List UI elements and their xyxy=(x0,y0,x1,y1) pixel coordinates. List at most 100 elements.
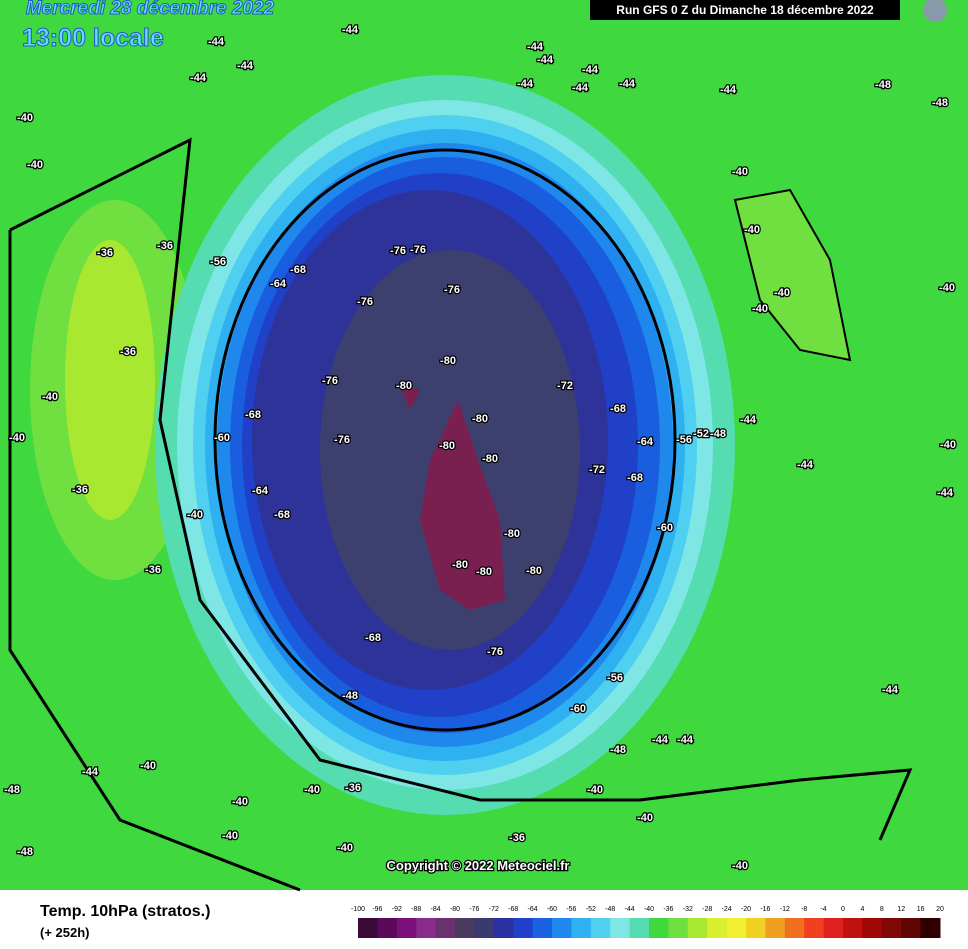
scale-tick-label: -68 xyxy=(508,906,518,913)
scale-tick-label: -88 xyxy=(411,906,421,913)
contour-label: -64 xyxy=(252,485,269,497)
scale-swatch xyxy=(571,918,592,938)
contour-label: -40 xyxy=(304,784,320,796)
contour-label: -44 xyxy=(797,459,814,471)
scale-tick-label: -40 xyxy=(644,906,654,913)
contour-label: -68 xyxy=(290,264,306,276)
contour-label: -40 xyxy=(232,796,248,808)
scale-tick-label: -12 xyxy=(780,906,790,913)
contour-label: -40 xyxy=(140,760,156,772)
scale-swatch xyxy=(901,918,922,938)
scale-swatch xyxy=(784,918,805,938)
land-region xyxy=(733,188,852,362)
contour-label: -36 xyxy=(120,346,136,358)
scale-tick-label: -52 xyxy=(586,906,596,913)
bold-contour xyxy=(8,137,913,892)
contour-label: -48 xyxy=(710,428,726,440)
contour-label: -44 xyxy=(677,734,694,746)
contour-label: -44 xyxy=(740,414,757,426)
contour-label: -36 xyxy=(72,484,88,496)
scale-tick-label: -24 xyxy=(722,906,732,913)
scale-tick-label: -44 xyxy=(625,906,635,913)
contour-label: -48 xyxy=(932,97,948,109)
scale-tick-label: -100 xyxy=(351,906,365,913)
contour-label: -40 xyxy=(27,159,43,171)
scale-tick-label: 4 xyxy=(860,906,864,913)
scale-swatch xyxy=(726,918,747,938)
contour-labels: -44 -44 -44 -44 -44 -44 -44 -44 -44 -44 -44 -40 -40 -… xyxy=(3,23,957,874)
contour-label: -40 xyxy=(939,282,955,294)
scale-tick-label: -8 xyxy=(801,906,807,913)
scale-swatch xyxy=(862,918,883,938)
scale-tick-label: -16 xyxy=(760,906,770,913)
scale-tick-label: -48 xyxy=(605,906,615,913)
scale-swatch xyxy=(532,918,553,938)
vortex-core xyxy=(400,385,505,610)
settings-button[interactable] xyxy=(923,0,947,22)
contour-label: -80 xyxy=(472,413,488,425)
contour-label: -44 xyxy=(190,72,207,84)
contour-label: -40 xyxy=(637,812,653,824)
scale-swatch xyxy=(358,918,378,938)
contour-label: -40 xyxy=(732,860,748,872)
contour-label: -80 xyxy=(526,565,542,577)
contour-label: -76 xyxy=(334,434,350,446)
contour-label: -80 xyxy=(452,559,468,571)
contour-label: -44 xyxy=(652,734,669,746)
scale-tick-label: -96 xyxy=(372,906,382,913)
scale-tick-label: -4 xyxy=(820,906,826,913)
scale-swatch xyxy=(920,918,941,938)
scale-tick-label: -56 xyxy=(566,906,576,913)
contour-label: -80 xyxy=(439,440,455,452)
contour-label: -44 xyxy=(517,78,534,90)
footer-lead: (+ 252h) xyxy=(40,925,90,940)
contour-label: -44 xyxy=(237,60,254,72)
contour-label: -44 xyxy=(572,82,589,94)
scale-tick-label: 0 xyxy=(841,906,845,913)
scale-swatch xyxy=(610,918,631,938)
scale-tick-label: -28 xyxy=(702,906,712,913)
scale-swatch xyxy=(707,918,728,938)
scale-tick-label: -92 xyxy=(392,906,402,913)
contour-label: -68 xyxy=(245,409,261,421)
contour-label: -44 xyxy=(582,64,599,76)
contour-label: -80 xyxy=(482,453,498,465)
scale-tick-label: -72 xyxy=(489,906,499,913)
contour-label: -40 xyxy=(17,112,33,124)
scale-tick-label: 12 xyxy=(897,906,905,913)
contour-label: -68 xyxy=(274,509,290,521)
contour-label: -44 xyxy=(527,41,544,53)
contour-label: -40 xyxy=(337,842,353,854)
contour-label: -48 xyxy=(342,690,358,702)
scale-swatch xyxy=(629,918,650,938)
contour-label: -44 xyxy=(342,24,359,36)
date-label: Mercredi 28 décembre 2022 xyxy=(26,0,275,19)
contour-label: -56 xyxy=(210,256,226,268)
scale-swatch xyxy=(823,918,844,938)
contour-label: -56 xyxy=(676,434,692,446)
contour-label: -40 xyxy=(222,830,238,842)
scale-swatch xyxy=(649,918,669,938)
contour-label: -44 xyxy=(619,78,636,90)
contour-label: -76 xyxy=(487,646,503,658)
contour-label: -36 xyxy=(97,247,113,259)
scale-tick-label: 8 xyxy=(880,906,884,913)
scale-tick-label: -84 xyxy=(431,906,441,913)
scale-tick-label: -36 xyxy=(663,906,673,913)
bold-contour xyxy=(213,148,677,732)
contour-label: -72 xyxy=(589,464,605,476)
contour-label: -76 xyxy=(410,244,426,256)
contour-label: -40 xyxy=(587,784,603,796)
contour-label: -48 xyxy=(17,846,33,858)
scale-swatch xyxy=(493,918,514,938)
scale-swatch xyxy=(881,918,902,938)
contour-label: -48 xyxy=(875,79,891,91)
color-scale: -100 -96 -92 -88 -84 -80 -76 -72 -68 -64 -60 -56 -52… xyxy=(351,906,944,938)
run-label: Run GFS 0 Z du Dimanche 18 décembre 2022 xyxy=(616,3,874,17)
scale-swatch xyxy=(843,918,863,938)
contour-label: -76 xyxy=(357,296,373,308)
contour-label: -80 xyxy=(476,566,492,578)
contour-label: -72 xyxy=(557,380,573,392)
contour-label: -80 xyxy=(396,380,412,392)
footer-title: Temp. 10hPa (stratos.) xyxy=(40,903,210,920)
